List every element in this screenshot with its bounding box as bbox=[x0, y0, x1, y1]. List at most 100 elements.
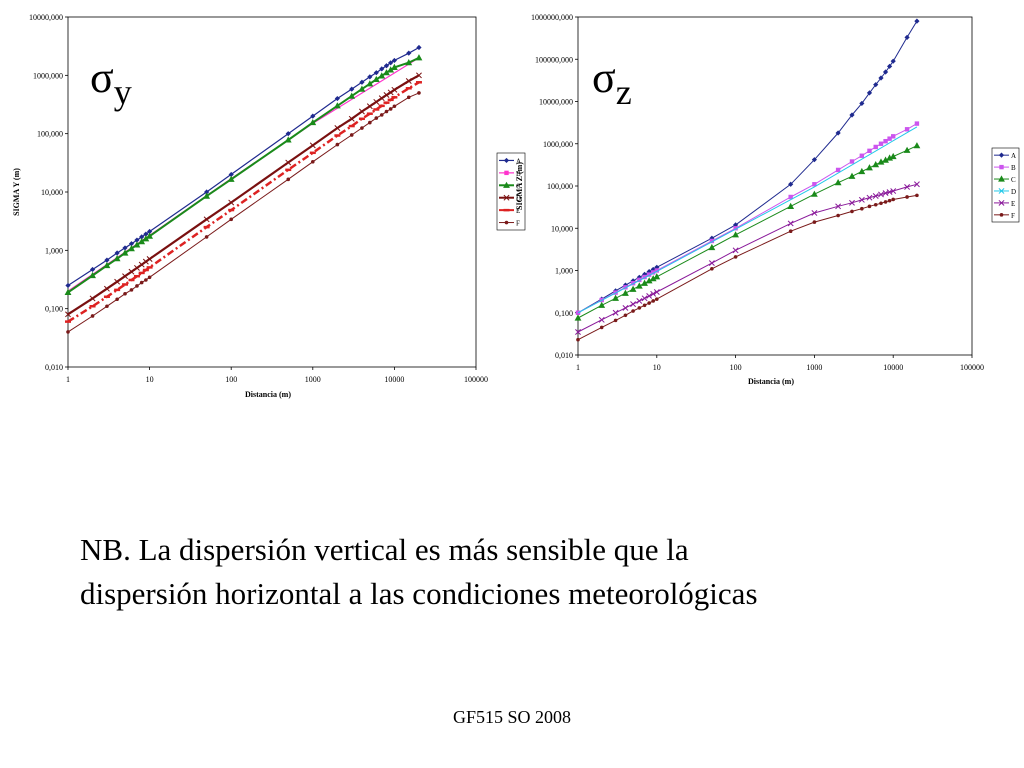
y-tick-label: 100,000 bbox=[547, 182, 573, 191]
series-C-marker bbox=[138, 238, 146, 245]
series-D-marker bbox=[334, 125, 341, 131]
series-D-marker bbox=[387, 89, 394, 96]
x-tick-label: 1 bbox=[576, 363, 580, 372]
series-C bbox=[64, 54, 423, 296]
series-C-marker bbox=[913, 142, 921, 149]
legend-label-F: F bbox=[516, 220, 520, 228]
series-A-marker bbox=[788, 181, 794, 187]
series-F-marker bbox=[135, 284, 139, 288]
series-A-marker bbox=[914, 18, 920, 24]
legend-label-C: C bbox=[1011, 176, 1016, 184]
series-A-marker bbox=[904, 34, 910, 40]
x-axis-label: Distancia (m) bbox=[748, 377, 794, 386]
series-C-marker bbox=[378, 72, 386, 79]
series-C-marker bbox=[405, 59, 413, 66]
series-F-marker bbox=[286, 177, 291, 182]
series-F-marker bbox=[613, 318, 618, 323]
series-C-marker bbox=[227, 175, 235, 182]
series-F-marker bbox=[733, 255, 738, 259]
series-D-marker bbox=[309, 142, 316, 149]
series-B-marker bbox=[883, 138, 888, 144]
y-tick-label: 1000,000 bbox=[33, 71, 63, 80]
series-F-marker bbox=[388, 107, 393, 111]
series-C-marker bbox=[128, 245, 135, 252]
series-A-marker bbox=[646, 269, 652, 275]
series-C-marker bbox=[877, 158, 885, 165]
series-A-marker bbox=[882, 69, 889, 75]
x-tick-label: 100000 bbox=[960, 363, 984, 372]
series-E-marker bbox=[598, 316, 605, 323]
series-C-marker bbox=[811, 190, 818, 197]
series-C-marker bbox=[372, 75, 380, 83]
series-E-marker bbox=[646, 292, 653, 299]
series-F-marker bbox=[105, 304, 109, 309]
series-D-marker bbox=[358, 108, 365, 115]
series-F-marker bbox=[860, 206, 864, 211]
series-A-marker bbox=[859, 100, 865, 107]
series-D-marker bbox=[65, 311, 71, 318]
series-A-marker bbox=[391, 57, 397, 64]
series-A-marker bbox=[886, 63, 893, 69]
series-D-marker bbox=[114, 278, 121, 285]
series-D-marker bbox=[373, 98, 380, 105]
series-B-marker bbox=[733, 226, 738, 231]
series-A-marker bbox=[285, 131, 291, 137]
series-C-marker bbox=[635, 282, 643, 289]
series-A-marker bbox=[359, 79, 365, 85]
x-tick-label: 1000 bbox=[806, 363, 822, 372]
series-F-marker bbox=[229, 217, 233, 222]
y-tick-label: 0,010 bbox=[555, 351, 573, 360]
series-F-marker bbox=[204, 235, 209, 239]
series-D-marker bbox=[146, 256, 153, 262]
series-D-marker bbox=[142, 258, 149, 265]
y-axis-label: SIGMA Z (m) bbox=[515, 162, 524, 210]
series-A-marker bbox=[349, 86, 355, 92]
series-F-marker bbox=[139, 280, 144, 285]
series-F-marker bbox=[812, 220, 817, 224]
x-axis-label: Distancia (m) bbox=[245, 390, 291, 399]
legend-box bbox=[991, 147, 1020, 223]
series-F-marker bbox=[115, 297, 119, 302]
series-C-marker bbox=[574, 314, 582, 321]
series-D-marker bbox=[103, 285, 110, 292]
sigma-z-chart: 0,010 0,100 1,000 10,000 100,000 1000,000 1000… bbox=[515, 13, 1020, 386]
series-A-marker bbox=[134, 237, 140, 243]
series-F-marker bbox=[360, 126, 364, 130]
series-B-marker bbox=[873, 144, 878, 150]
x-tick-label: 1000 bbox=[305, 375, 321, 384]
series-E-marker bbox=[858, 196, 865, 203]
y-axis-label: SIGMA Y (m) bbox=[12, 168, 21, 216]
note-line-2: dispersión horizontal a las condiciones … bbox=[80, 576, 758, 611]
series-C-marker bbox=[391, 63, 398, 70]
series-E-marker bbox=[612, 309, 619, 316]
series-F-marker bbox=[623, 313, 628, 318]
note-line-1: NB. La dispersión vertical es más sensib… bbox=[80, 532, 689, 567]
series-A-marker bbox=[147, 228, 153, 235]
series-F-marker bbox=[384, 109, 389, 114]
series-A-marker bbox=[204, 189, 210, 195]
series-F-marker bbox=[349, 133, 354, 137]
series-F-marker bbox=[879, 201, 883, 206]
y-tick-label: 1,000 bbox=[45, 246, 63, 255]
y-tick-label: 0,100 bbox=[45, 305, 63, 314]
x-tick-label: 100000 bbox=[464, 375, 488, 384]
y-tick-label: 100,000 bbox=[37, 130, 63, 139]
series-A-marker bbox=[122, 245, 128, 251]
series-C-marker bbox=[103, 261, 111, 269]
series-E-marker bbox=[650, 290, 657, 297]
series-C-marker bbox=[383, 69, 390, 76]
x-tick-label: 10000 bbox=[384, 375, 404, 384]
series-E-marker bbox=[866, 194, 873, 201]
series-C-marker bbox=[645, 277, 653, 284]
legend-label-B: B bbox=[1011, 164, 1016, 172]
legend-label-A: A bbox=[516, 157, 521, 165]
series-A-marker bbox=[811, 157, 817, 163]
series-F-marker bbox=[905, 195, 909, 199]
plot-area bbox=[67, 16, 477, 368]
series-D-marker bbox=[122, 273, 128, 280]
series-B-marker bbox=[642, 274, 647, 280]
legend-label-D: D bbox=[1011, 188, 1016, 196]
series-D bbox=[577, 126, 918, 314]
series-B-marker bbox=[887, 136, 892, 141]
